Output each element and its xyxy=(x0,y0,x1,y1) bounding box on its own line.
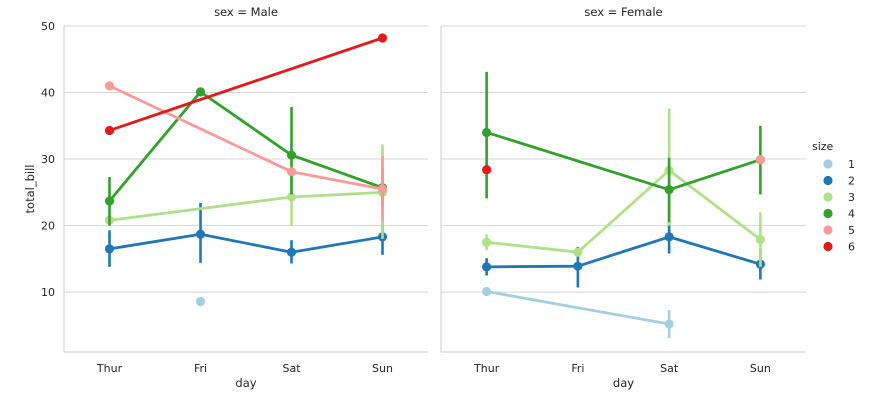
legend-label: 2 xyxy=(848,175,855,188)
legend-marker xyxy=(823,175,833,186)
legend-title: size xyxy=(812,140,834,153)
data-point xyxy=(195,296,206,307)
series-line xyxy=(486,290,670,326)
y-tick-label: 30 xyxy=(41,153,55,166)
series-line xyxy=(108,90,383,202)
series-5 xyxy=(755,155,765,165)
data-point xyxy=(286,192,297,202)
data-point xyxy=(482,262,492,272)
data-point xyxy=(286,150,297,160)
series-6 xyxy=(104,33,388,136)
x-tick-label: Fri xyxy=(194,362,207,375)
legend-label: 1 xyxy=(848,158,855,171)
data-point xyxy=(664,232,674,242)
series-line xyxy=(109,190,383,222)
series-1 xyxy=(195,296,206,307)
legend-label: 3 xyxy=(848,191,855,204)
data-point xyxy=(482,237,492,247)
data-point xyxy=(377,184,388,194)
data-point xyxy=(104,244,115,254)
data-point xyxy=(104,125,115,136)
series-2 xyxy=(482,220,765,288)
panel-title: sex = Female xyxy=(584,5,662,19)
data-point xyxy=(195,87,206,97)
legend-label: 5 xyxy=(848,224,855,237)
x-tick-label: Sat xyxy=(282,362,301,375)
y-tick-label: 40 xyxy=(41,87,55,100)
x-axis-label: day xyxy=(235,376,256,390)
data-point xyxy=(104,196,115,206)
data-point xyxy=(482,165,492,175)
series-4 xyxy=(482,71,765,223)
y-tick-label: 50 xyxy=(41,20,55,33)
series-2 xyxy=(104,202,388,267)
data-point xyxy=(482,286,492,297)
data-point xyxy=(482,127,492,138)
data-point xyxy=(104,81,115,91)
series-4 xyxy=(104,87,388,226)
series-5 xyxy=(104,81,388,221)
series-line xyxy=(486,235,761,269)
series-6 xyxy=(482,165,492,175)
data-point xyxy=(664,185,674,195)
legend-label: 4 xyxy=(848,208,855,221)
series-line xyxy=(486,131,761,192)
legend-marker xyxy=(823,225,833,235)
data-point xyxy=(755,155,765,165)
data-point xyxy=(286,247,297,257)
legend-marker xyxy=(823,241,833,252)
data-point xyxy=(755,234,765,245)
data-point xyxy=(377,33,388,43)
legend-label: 6 xyxy=(848,241,855,254)
data-point xyxy=(286,167,297,177)
series-1 xyxy=(482,286,674,339)
legend-marker xyxy=(823,208,833,219)
x-tick-label: Thur xyxy=(96,362,123,375)
x-axis-label: day xyxy=(613,376,634,390)
panel-2: sex = Female Thur Fri Sat Sun day xyxy=(440,5,806,390)
legend-marker xyxy=(823,192,833,202)
data-point xyxy=(573,247,583,257)
data-point xyxy=(664,319,674,329)
data-point xyxy=(195,229,206,239)
data-point xyxy=(573,261,583,271)
x-tick-label: Sun xyxy=(750,362,771,375)
series-3 xyxy=(482,108,765,267)
x-tick-label: Thur xyxy=(473,362,500,375)
series-line xyxy=(109,232,383,254)
series-line xyxy=(109,36,383,132)
legend: size 1 2 3 4 5 6 xyxy=(812,140,855,254)
y-axis-label: total_bill xyxy=(23,165,37,214)
legend-marker xyxy=(823,159,833,169)
y-tick-label: 20 xyxy=(41,220,55,233)
panel-1: sex = Male 10 20 30 40 50 total_bill Thur Fri Sat… xyxy=(23,5,428,390)
x-tick-label: Sat xyxy=(660,362,679,375)
panel-title: sex = Male xyxy=(214,5,278,19)
x-tick-label: Fri xyxy=(571,362,584,375)
y-tick-label: 10 xyxy=(41,286,55,299)
series-line xyxy=(486,168,762,254)
x-tick-label: Sun xyxy=(372,362,393,375)
